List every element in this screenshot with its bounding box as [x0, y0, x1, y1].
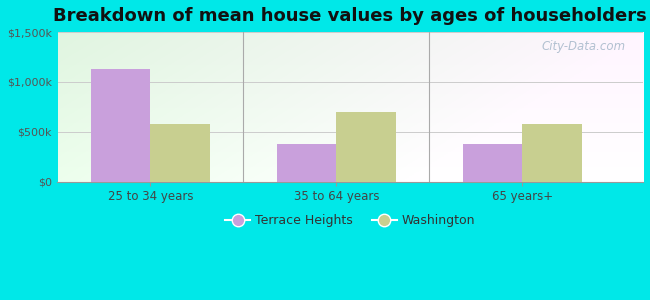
Bar	[463, 144, 522, 182]
Title: Breakdown of mean house values by ages of householders: Breakdown of mean house values by ages o…	[53, 7, 647, 25]
Bar	[277, 144, 336, 182]
Legend: Terrace Heights, Washington: Terrace Heights, Washington	[220, 209, 480, 232]
Bar	[522, 124, 582, 182]
Bar	[336, 112, 396, 182]
Text: City-Data.com: City-Data.com	[541, 40, 625, 52]
Bar	[150, 124, 210, 182]
Bar	[91, 69, 150, 182]
